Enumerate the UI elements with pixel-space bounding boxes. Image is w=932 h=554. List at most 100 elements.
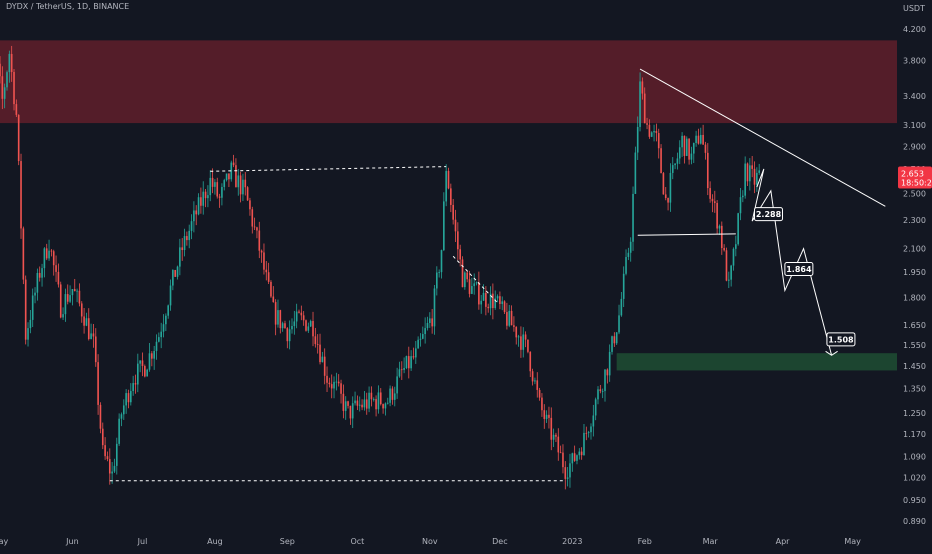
drawings-layer[interactable] xyxy=(109,68,886,482)
price-axis[interactable]: USDT4.2003.8003.4003.1002.9002.7002.5002… xyxy=(898,4,932,526)
candle-body xyxy=(400,369,403,371)
candle-body xyxy=(351,403,354,419)
candle-body xyxy=(73,289,76,292)
candle-body xyxy=(92,333,95,337)
candle-body xyxy=(146,369,148,377)
candle-body xyxy=(176,266,179,277)
candle-body xyxy=(223,180,226,187)
candle-body xyxy=(727,279,730,281)
candle-body xyxy=(389,388,391,403)
candle-body xyxy=(594,399,597,416)
candle-body xyxy=(737,213,739,245)
candle-body xyxy=(363,399,366,408)
candle-body xyxy=(356,400,359,406)
candle-body xyxy=(132,383,134,392)
candle-body xyxy=(342,393,345,411)
candle-body xyxy=(634,152,637,194)
currency-label: USDT xyxy=(903,4,925,13)
candle-body xyxy=(443,201,445,251)
candle-body xyxy=(571,453,574,464)
candle-body xyxy=(538,389,541,398)
candle-body xyxy=(354,400,356,404)
candle-body xyxy=(426,322,429,329)
candle-body xyxy=(218,196,221,198)
candle-body xyxy=(160,331,162,338)
candle-body xyxy=(186,236,188,241)
candle-body xyxy=(478,282,480,305)
candle-body xyxy=(414,348,417,358)
resistance-zone[interactable] xyxy=(0,40,897,124)
candle-body xyxy=(106,456,109,460)
candle-body xyxy=(541,397,543,411)
y-tick-label: 1.170 xyxy=(903,430,926,439)
bar-countdown: 18:50:22 xyxy=(901,178,932,187)
candle-body xyxy=(681,135,683,148)
candle-body xyxy=(358,404,361,406)
candle-body xyxy=(744,163,746,196)
candle-body xyxy=(697,135,700,144)
candle-body xyxy=(725,250,728,281)
candle-body xyxy=(344,401,347,411)
candle-body xyxy=(678,147,681,159)
neckline-line[interactable] xyxy=(637,233,736,236)
candle-body xyxy=(597,389,599,400)
x-tick-label: May xyxy=(0,537,9,546)
candle-body xyxy=(522,334,525,350)
candle-body xyxy=(347,401,349,406)
candle-body xyxy=(515,326,518,338)
candle-body xyxy=(489,293,492,309)
candle-body xyxy=(286,328,289,342)
annotations-layer[interactable]: 2.288 1.864 1.508 xyxy=(754,207,856,347)
candle-body xyxy=(137,363,139,385)
candle-body xyxy=(148,353,151,370)
projection-path[interactable] xyxy=(751,168,833,356)
candle-body xyxy=(711,198,714,202)
candle-body xyxy=(566,477,569,479)
y-tick-label: 1.550 xyxy=(903,341,926,350)
candle-body xyxy=(606,369,609,376)
y-tick-label: 2.500 xyxy=(903,189,926,198)
candle-body xyxy=(569,463,571,478)
candle-body xyxy=(391,388,394,400)
price-callout[interactable] xyxy=(826,332,856,347)
price-callout[interactable] xyxy=(784,261,814,276)
candle-body xyxy=(611,336,613,352)
candle-body xyxy=(169,285,172,306)
y-tick-label: 0.950 xyxy=(903,496,926,505)
descending-trendline-line[interactable] xyxy=(639,68,886,207)
candle-body xyxy=(55,265,57,272)
candle-body xyxy=(335,381,338,383)
price-callout-label: 1.864 xyxy=(786,265,812,274)
range-top-line[interactable] xyxy=(210,166,447,172)
y-tick-label: 2.300 xyxy=(903,216,926,225)
candle-body xyxy=(272,296,275,303)
candle-body xyxy=(328,382,331,385)
nov-decline-line[interactable] xyxy=(452,255,498,304)
candle-body xyxy=(468,279,471,294)
candle-body xyxy=(179,247,181,267)
candle-body xyxy=(735,244,737,249)
candle-body xyxy=(211,177,214,187)
x-tick-label: Sep xyxy=(280,537,295,546)
candle-body xyxy=(323,356,326,376)
price-callout[interactable] xyxy=(754,207,784,222)
time-axis[interactable]: May Jun Jul Aug Sep Oct Nov Dec 2023 Feb Mar Apr May xyxy=(0,537,861,546)
candle-body xyxy=(520,336,522,350)
candle-body xyxy=(559,452,562,454)
candle-body xyxy=(27,328,29,340)
candle-body xyxy=(545,414,548,419)
candle-body xyxy=(221,186,223,198)
candle-body xyxy=(428,318,431,323)
support-zone[interactable] xyxy=(616,353,897,371)
candle-body xyxy=(188,230,191,241)
candle-body xyxy=(80,303,83,317)
candle-body xyxy=(529,351,532,372)
candle-body xyxy=(300,312,303,316)
candle-body xyxy=(393,393,396,400)
candle-body xyxy=(683,135,686,156)
candle-body xyxy=(676,158,679,164)
candle-body xyxy=(742,195,744,198)
candle-body xyxy=(239,175,242,195)
